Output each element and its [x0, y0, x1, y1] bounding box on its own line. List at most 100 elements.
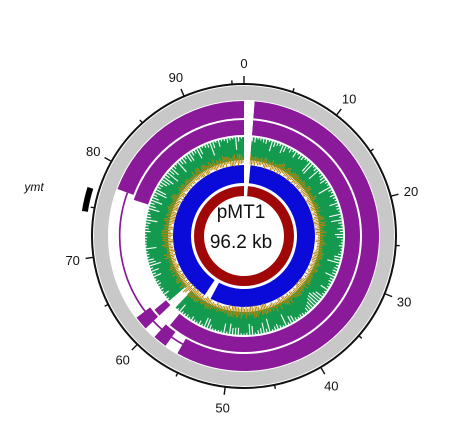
green-dip-mark — [292, 149, 295, 153]
green-dip-mark — [163, 176, 174, 185]
gc-skew-bar — [285, 295, 291, 302]
green-dip-mark — [235, 136, 238, 150]
green-dip-mark — [223, 323, 227, 334]
gc-skew-bar — [298, 278, 307, 285]
gc-skew-bar — [237, 153, 240, 166]
gc-skew-bar — [316, 245, 323, 248]
green-dip-mark — [318, 172, 321, 175]
gc-skew-bar — [163, 245, 173, 248]
gc-skew-bar — [179, 191, 185, 196]
gc-skew-bar — [306, 194, 312, 198]
gc-skew-bar — [191, 171, 199, 181]
gc-skew-bar — [262, 157, 267, 167]
green-dip-mark — [157, 282, 162, 286]
green-dip-mark — [275, 323, 279, 330]
gc-skew-bar — [172, 193, 184, 201]
gc-skew-bar — [263, 158, 268, 169]
gc-skew-bar — [286, 171, 292, 178]
gc-skew-bar — [166, 246, 174, 249]
green-dip-mark — [179, 304, 186, 313]
gc-skew-bar — [269, 159, 275, 171]
gc-skew-bar — [189, 177, 196, 184]
green-dip-mark — [287, 146, 290, 150]
plasmid-name: pMT1 — [217, 202, 266, 223]
green-dip-mark — [152, 196, 160, 201]
gc-skew-bar — [314, 223, 325, 226]
green-dip-mark — [297, 154, 302, 160]
gc-skew-bar — [295, 283, 305, 292]
gc-skew-bar — [212, 303, 216, 309]
gc-skew-bar — [284, 296, 291, 305]
gc-skew-bar — [313, 220, 321, 223]
green-dip-mark — [331, 272, 337, 275]
blue-coverage-segment — [172, 165, 244, 296]
green-dip-mark — [251, 325, 254, 336]
green-dip-mark — [336, 207, 340, 210]
gc-skew-bar — [281, 167, 286, 174]
green-dip-mark — [148, 207, 160, 213]
gc-skew-bar — [194, 170, 201, 178]
gc-skew-bar — [223, 157, 228, 168]
green-dip-mark — [220, 330, 222, 333]
green-dip-mark — [329, 213, 342, 218]
gc-skew-bar — [308, 264, 317, 269]
gc-skew-bar — [267, 161, 271, 168]
scale-tick — [292, 88, 295, 93]
gc-skew-bar — [316, 248, 323, 252]
gc-skew-bar — [295, 286, 302, 293]
gc-skew-bar — [180, 184, 189, 192]
gc-skew-bar — [304, 277, 311, 283]
outer-coverage-segment — [154, 324, 176, 346]
gc-skew-bar — [186, 178, 193, 185]
green-dip-mark — [312, 165, 316, 168]
gc-skew-bar — [172, 199, 180, 204]
scale-tick — [104, 156, 112, 163]
green-dip-mark — [306, 301, 314, 309]
gc-skew-bar — [225, 156, 229, 165]
gc-skew-bar — [164, 228, 173, 230]
gc-skew-bar — [215, 163, 219, 169]
gc-skew-bar — [280, 295, 287, 305]
scale-tick-label: 80 — [86, 144, 100, 159]
green-dip-mark — [183, 313, 186, 316]
scale-tick — [85, 256, 94, 260]
scale-tick — [175, 372, 179, 377]
green-dip-mark — [217, 139, 221, 147]
gc-skew-bar — [164, 226, 174, 229]
gc-skew-bar — [188, 178, 195, 185]
gc-skew-bar — [299, 282, 305, 288]
green-dip-mark — [301, 312, 305, 316]
gc-skew-bar — [311, 257, 320, 261]
green-dip-mark — [154, 191, 167, 199]
green-dip-mark — [155, 188, 167, 196]
gc-skew-bar — [182, 284, 191, 293]
green-dip-mark — [329, 202, 338, 207]
green-dip-mark — [329, 277, 334, 281]
green-dip-mark — [333, 258, 341, 261]
green-dip-mark — [338, 210, 341, 213]
gc-skew-bar — [265, 161, 269, 168]
gc-skew-bar — [262, 303, 267, 315]
gc-skew-bar — [172, 201, 180, 206]
scale-tick — [90, 206, 95, 209]
gc-skew-bar — [181, 278, 189, 285]
gc-skew-bar — [276, 163, 282, 174]
gc-skew-bar — [276, 301, 280, 306]
gc-skew-bar — [296, 282, 305, 290]
green-dip-mark — [206, 143, 210, 148]
gc-skew-bar — [292, 289, 299, 297]
gc-skew-bar — [232, 305, 235, 318]
green-dip-mark — [276, 142, 279, 147]
gc-skew-bar — [315, 218, 325, 221]
gc-skew-bar — [278, 164, 286, 175]
scale-tick-label: 10 — [342, 92, 356, 107]
gc-skew-bar — [191, 176, 196, 182]
green-dip-mark — [228, 323, 232, 335]
green-dip-mark — [279, 144, 285, 154]
green-dip-mark — [231, 327, 234, 335]
gc-skew-bar — [182, 183, 189, 190]
scale-tick — [358, 335, 363, 339]
gc-skew-bar — [253, 308, 256, 318]
gc-skew-bar — [207, 161, 213, 171]
green-dip-mark — [321, 292, 325, 296]
